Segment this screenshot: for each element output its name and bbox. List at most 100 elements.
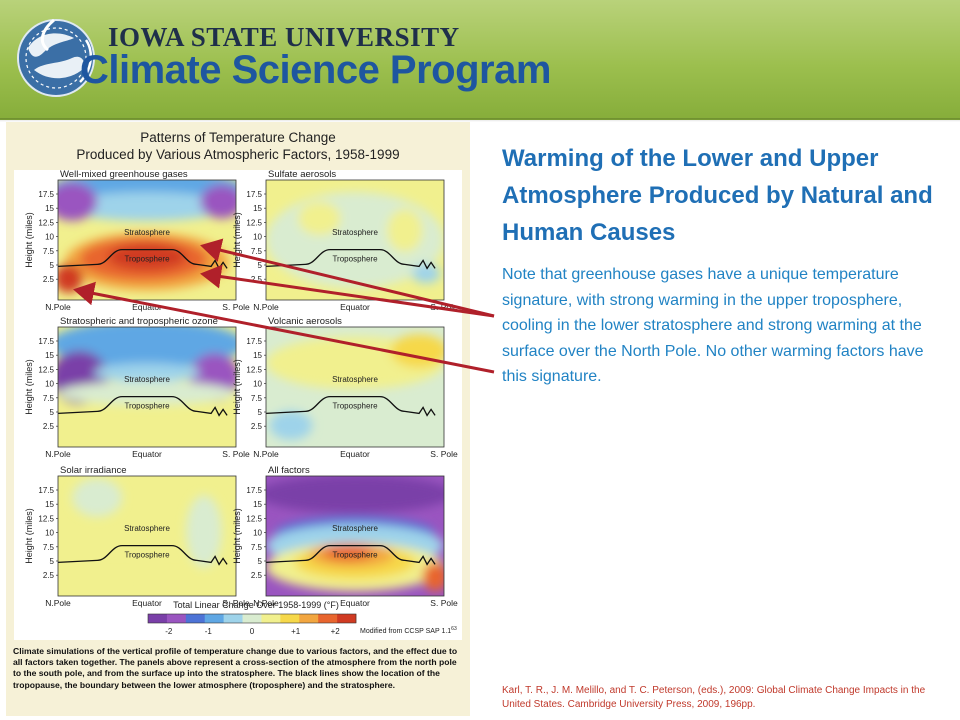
panel-title: Volcanic aerosols	[268, 316, 342, 327]
header-banner: IOWA STATE UNIVERSITY Climate Science Pr…	[0, 0, 960, 120]
temperature-change-figure: Patterns of Temperature Change Produced …	[6, 122, 470, 716]
panel-title: Sulfate aerosols	[268, 169, 336, 180]
citation: Karl, T. R., J. M. Melillo, and T. C. Pe…	[502, 685, 926, 710]
y-tick-label: 17.5	[246, 190, 262, 199]
x-label-north-pole: N.Pole	[253, 449, 279, 459]
y-tick-label: 2.5	[251, 275, 263, 284]
y-tick-label: 15	[45, 500, 54, 509]
troposphere-label: Troposphere	[124, 255, 170, 264]
colorbar-swatch	[223, 614, 243, 623]
y-tick-label: 10	[45, 380, 54, 389]
globe-logo-icon	[17, 18, 95, 97]
y-tick-label: 5	[50, 408, 55, 417]
stratosphere-label: Stratosphere	[332, 375, 378, 384]
x-label-north-pole: N.Pole	[253, 598, 279, 608]
y-tick-label: 2.5	[43, 275, 55, 284]
colorbar-swatch	[337, 614, 357, 623]
x-label-equator: Equator	[340, 302, 370, 312]
colorbar-tick-label: 0	[250, 627, 255, 636]
colorbar-swatch	[318, 614, 338, 623]
troposphere-label: Troposphere	[124, 551, 170, 560]
troposphere-label: Troposphere	[332, 551, 378, 560]
colorbar-swatch	[185, 614, 206, 623]
colorbar-source: Modified from CCSP SAP 1.163	[360, 626, 457, 635]
y-tick-label: 5	[258, 408, 263, 417]
panel-title: All factors	[268, 465, 310, 476]
panel-3: Stratosphere Troposphere Volcanic aerosols…	[232, 316, 458, 459]
y-axis-label: Height (miles)	[24, 212, 34, 268]
colorbar-swatch	[242, 614, 262, 623]
y-tick-label: 15	[45, 351, 54, 360]
y-tick-label: 5	[258, 261, 263, 270]
y-tick-label: 2.5	[251, 422, 263, 431]
y-tick-label: 12.5	[246, 218, 262, 227]
colorbar-swatch	[261, 614, 281, 623]
stratosphere-label: Stratosphere	[124, 375, 170, 384]
y-tick-label: 12.5	[38, 365, 54, 374]
x-label-south-pole: S. Pole	[222, 598, 250, 608]
y-tick-label: 17.5	[38, 337, 54, 346]
y-axis-label: Height (miles)	[232, 508, 242, 564]
y-tick-label: 15	[253, 500, 262, 509]
colorbar-swatch	[280, 614, 300, 623]
x-label-north-pole: N.Pole	[45, 598, 71, 608]
header-divider	[0, 118, 960, 122]
y-tick-label: 5	[50, 557, 55, 566]
y-tick-label: 10	[45, 529, 54, 538]
y-axis-label: Height (miles)	[24, 359, 34, 415]
colorbar-title: Total Linear Change Over 1958-1999 (°F)	[173, 600, 339, 610]
y-tick-label: 15	[253, 351, 262, 360]
y-tick-label: 12.5	[38, 514, 54, 523]
y-tick-label: 17.5	[246, 486, 262, 495]
x-label-south-pole: S. Pole	[430, 598, 458, 608]
y-tick-label: 2.5	[43, 571, 55, 580]
x-label-equator: Equator	[340, 449, 370, 459]
y-tick-label: 10	[253, 529, 262, 538]
colorbar-swatch	[166, 614, 187, 623]
y-tick-label: 2.5	[251, 571, 263, 580]
troposphere-label: Troposphere	[124, 402, 170, 411]
figure-title-line-1: Patterns of Temperature Change	[140, 130, 336, 145]
y-tick-label: 15	[45, 204, 54, 213]
x-label-equator: Equator	[132, 302, 162, 312]
slide-title: Warming of the Lower and Upper Atmospher…	[502, 145, 933, 246]
y-tick-label: 5	[258, 557, 263, 566]
y-tick-label: 12.5	[246, 514, 262, 523]
y-tick-label: 7.5	[43, 247, 55, 256]
y-tick-label: 10	[45, 233, 54, 242]
y-tick-label: 7.5	[43, 543, 55, 552]
y-tick-label: 17.5	[38, 190, 54, 199]
panel-4: Stratosphere Troposphere Solar irradiance 1…	[24, 465, 250, 608]
panels-canvas: Stratosphere Troposphere Well-mixed greenh…	[14, 169, 462, 640]
y-tick-label: 12.5	[246, 365, 262, 374]
troposphere-label: Troposphere	[332, 255, 378, 264]
panel-0: Stratosphere Troposphere Well-mixed greenh…	[24, 169, 250, 312]
panel-title: Well-mixed greenhouse gases	[60, 169, 188, 180]
stratosphere-label: Stratosphere	[124, 228, 170, 237]
y-axis-label: Height (miles)	[232, 359, 242, 415]
y-tick-label: 10	[253, 233, 262, 242]
y-tick-label: 10	[253, 380, 262, 389]
x-label-south-pole: S. Pole	[222, 302, 250, 312]
y-tick-label: 7.5	[251, 247, 263, 256]
stratosphere-label: Stratosphere	[332, 228, 378, 237]
y-tick-label: 7.5	[251, 394, 263, 403]
y-tick-label: 17.5	[246, 337, 262, 346]
colorbar-tick-label: +1	[291, 627, 301, 636]
y-axis-label: Height (miles)	[232, 212, 242, 268]
stratosphere-label: Stratosphere	[124, 524, 170, 533]
colorbar-swatch	[204, 614, 224, 623]
colorbar-swatch	[299, 614, 319, 623]
panel-2: Stratosphere Troposphere Stratospheric and…	[24, 316, 250, 459]
x-label-north-pole: N.Pole	[253, 302, 279, 312]
colorbar-swatch	[148, 614, 168, 623]
y-tick-label: 5	[50, 261, 55, 270]
y-tick-label: 7.5	[43, 394, 55, 403]
x-label-equator: Equator	[132, 598, 162, 608]
x-label-north-pole: N.Pole	[45, 449, 71, 459]
x-label-south-pole: S. Pole	[430, 449, 458, 459]
y-tick-label: 7.5	[251, 543, 263, 552]
panel-1: Stratosphere Troposphere Sulfate aerosols 1…	[232, 169, 458, 312]
y-tick-label: 15	[253, 204, 262, 213]
colorbar: Total Linear Change Over 1958-1999 (°F) -…	[147, 600, 457, 636]
